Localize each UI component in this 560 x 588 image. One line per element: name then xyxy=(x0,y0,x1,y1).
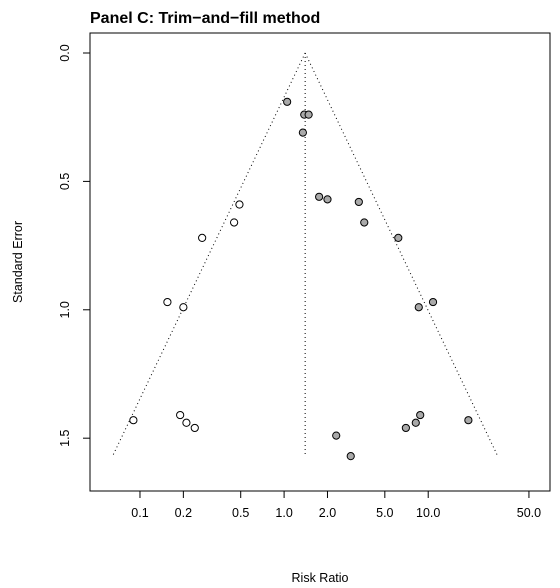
observed-study-point xyxy=(190,423,199,433)
y-tick-label: 0.0 xyxy=(58,44,72,61)
x-axis: 0.1 0.2 0.5 1.0 2.0 5.0 10.0 50.0 xyxy=(131,490,541,520)
filled-study-point xyxy=(464,416,473,425)
data-points xyxy=(129,97,473,461)
observed-study-point xyxy=(230,218,239,227)
funnel-right-limit xyxy=(304,52,499,457)
filled-study-point xyxy=(298,128,307,137)
x-tick-label: 2.0 xyxy=(319,506,336,520)
observed-study-point xyxy=(163,297,172,307)
filled-study-point xyxy=(416,410,425,420)
observed-study-point xyxy=(198,233,207,242)
observed-study-point xyxy=(182,418,191,427)
filled-study-point xyxy=(401,423,410,433)
y-tick-label: 0.5 xyxy=(58,173,72,190)
filled-study-point xyxy=(332,431,341,440)
filled-study-point xyxy=(283,97,292,106)
x-tick-label: 50.0 xyxy=(517,506,541,520)
filled-study-point xyxy=(354,197,363,207)
filled-study-point xyxy=(428,297,438,307)
x-tick-label: 5.0 xyxy=(376,506,393,520)
y-tick-label: 1.5 xyxy=(58,429,72,446)
x-tick-label: 10.0 xyxy=(416,506,440,520)
funnel-lines xyxy=(112,52,499,457)
plot-frame xyxy=(89,32,551,492)
x-tick-label: 0.2 xyxy=(175,506,192,520)
filled-study-point xyxy=(315,192,324,201)
x-tick-label: 0.5 xyxy=(232,506,249,520)
funnel-left-limit xyxy=(112,52,306,457)
filled-study-point xyxy=(360,218,369,227)
x-axis-label: Risk Ratio xyxy=(292,571,349,585)
filled-study-point xyxy=(414,303,423,312)
filled-study-point xyxy=(394,233,403,242)
filled-study-point xyxy=(323,195,332,204)
chart-title: Panel C: Trim−and−fill method xyxy=(90,10,320,27)
observed-study-point xyxy=(179,303,188,312)
y-tick-label: 1.0 xyxy=(58,301,72,318)
observed-study-point xyxy=(129,416,138,425)
observed-study-point xyxy=(176,410,185,420)
x-tick-label: 1.0 xyxy=(275,506,292,520)
filled-study-point xyxy=(304,110,313,119)
filled-study-point xyxy=(346,452,355,461)
filled-study-point xyxy=(411,418,420,427)
y-axis-label: Standard Error xyxy=(11,221,25,303)
observed-study-point xyxy=(235,200,244,209)
y-axis: 0.0 0.5 1.0 1.5 xyxy=(58,44,91,447)
x-tick-label: 0.1 xyxy=(131,506,148,520)
